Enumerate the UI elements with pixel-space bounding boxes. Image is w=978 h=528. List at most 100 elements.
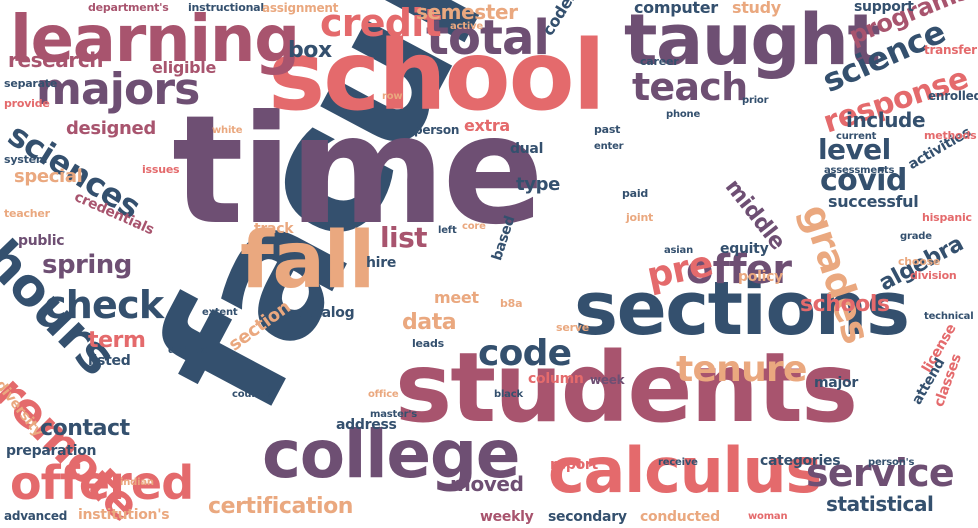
word-equity: equity (720, 241, 769, 257)
word-offered: offered (10, 456, 194, 510)
word-sections: sections (574, 266, 910, 352)
word-contact: contact (40, 416, 130, 441)
word-address: address (336, 417, 397, 433)
word-policy: policy (738, 269, 783, 285)
word-instructional: instructional (188, 1, 264, 14)
word-school: school (268, 20, 606, 132)
word-departments: department's (88, 1, 169, 14)
word-past: past (594, 123, 621, 136)
word-taught: taught (624, 0, 881, 81)
word-spring: spring (42, 250, 132, 280)
word-methods: methods (924, 129, 977, 142)
word-weekly: weekly (480, 509, 534, 525)
word-catalog: catalog (298, 305, 355, 321)
word-term: term (88, 328, 146, 353)
word-asian: asian (664, 245, 693, 256)
word-service: service (806, 451, 955, 495)
word-report: report (550, 457, 598, 473)
word-moved: moved (450, 472, 524, 496)
word-secondary: secondary (548, 509, 627, 525)
word-advanced: advanced (4, 509, 68, 523)
word-box: box (288, 38, 332, 63)
word-support: support (854, 0, 914, 15)
word-major: major (814, 375, 858, 391)
word-persons: person's (868, 457, 915, 468)
word-active: active (450, 21, 483, 32)
word-study: study (732, 0, 781, 17)
word-track: track (254, 221, 294, 237)
word-prior: prior (742, 95, 769, 106)
word-left: left (438, 225, 457, 236)
word-students: students (395, 332, 858, 444)
word-joint: joint (626, 211, 654, 224)
word-hire: hire (366, 255, 397, 271)
word-eligible: eligible (152, 58, 216, 77)
word-meet: meet (434, 288, 479, 307)
word-teacher: teacher (4, 207, 50, 220)
word-phone: phone (666, 109, 701, 120)
word-preparation: preparation (6, 443, 97, 459)
word-code: code (478, 333, 572, 374)
word-tenure: tenure (676, 349, 807, 390)
word-white: white (212, 125, 243, 136)
word-indian: indian (120, 477, 154, 488)
word-research: research (8, 48, 104, 72)
word-hispanic: hispanic (922, 211, 972, 224)
word-include: include (846, 108, 926, 132)
word-assignment: assignment (262, 1, 339, 15)
word-listed: listed (88, 353, 131, 369)
word-data: data (402, 310, 457, 335)
word-time: time (172, 84, 544, 258)
word-enter: enter (594, 141, 624, 152)
word-row: row (382, 91, 403, 102)
word-receive: receive (658, 457, 698, 468)
word-fall: fall (240, 216, 375, 306)
word-woman: woman (748, 511, 788, 522)
word-division: division (910, 269, 957, 282)
word-black: black (494, 389, 523, 400)
word-covid: covid (820, 163, 907, 198)
word-learning: learning (10, 3, 300, 77)
word-special: special (14, 166, 83, 187)
word-check: check (44, 283, 164, 327)
word-credit: credit (320, 1, 442, 45)
word-institutions: institution's (78, 507, 170, 523)
word-designed: designed (66, 118, 156, 139)
word-choose: choose (898, 255, 941, 268)
word-technical: technical (924, 311, 974, 322)
word-enrolled: enrolled (928, 89, 978, 103)
word-counted: counted (232, 389, 277, 400)
word-offer: offer (686, 247, 792, 293)
word-certification: certification (208, 494, 353, 519)
word-semester: semester (416, 0, 518, 24)
word-system: system (4, 153, 48, 166)
word-column: column (528, 371, 584, 387)
word-schools: schools (800, 292, 890, 317)
word-grade: grade (900, 231, 932, 242)
word-separate: separate (4, 77, 58, 90)
word-paid: paid (622, 187, 649, 200)
word-computer: computer (634, 0, 718, 17)
word-week: week (590, 373, 625, 387)
word-level: level (818, 133, 891, 166)
word-office: office (368, 389, 399, 400)
word-core: core (462, 221, 486, 232)
word-dual: dual (510, 141, 544, 157)
word-categories: categories (760, 453, 841, 469)
word-majors: majors (36, 64, 200, 115)
word-college: college (262, 416, 521, 493)
word-teach: teach (632, 65, 748, 109)
word-calculus: calculus (548, 434, 822, 507)
word-assessments: assessments (824, 165, 895, 176)
word-extent: extent (202, 307, 238, 318)
word-current: current (836, 131, 877, 142)
word-career: career (640, 55, 679, 68)
word-conducted: conducted (640, 509, 720, 525)
word-total: total (426, 10, 550, 66)
word-person: person (414, 123, 460, 137)
word-provide: provide (4, 97, 50, 110)
word-serve: serve (556, 321, 589, 334)
word-masters: master's (370, 409, 418, 420)
word-b8a: b8a (500, 297, 523, 310)
